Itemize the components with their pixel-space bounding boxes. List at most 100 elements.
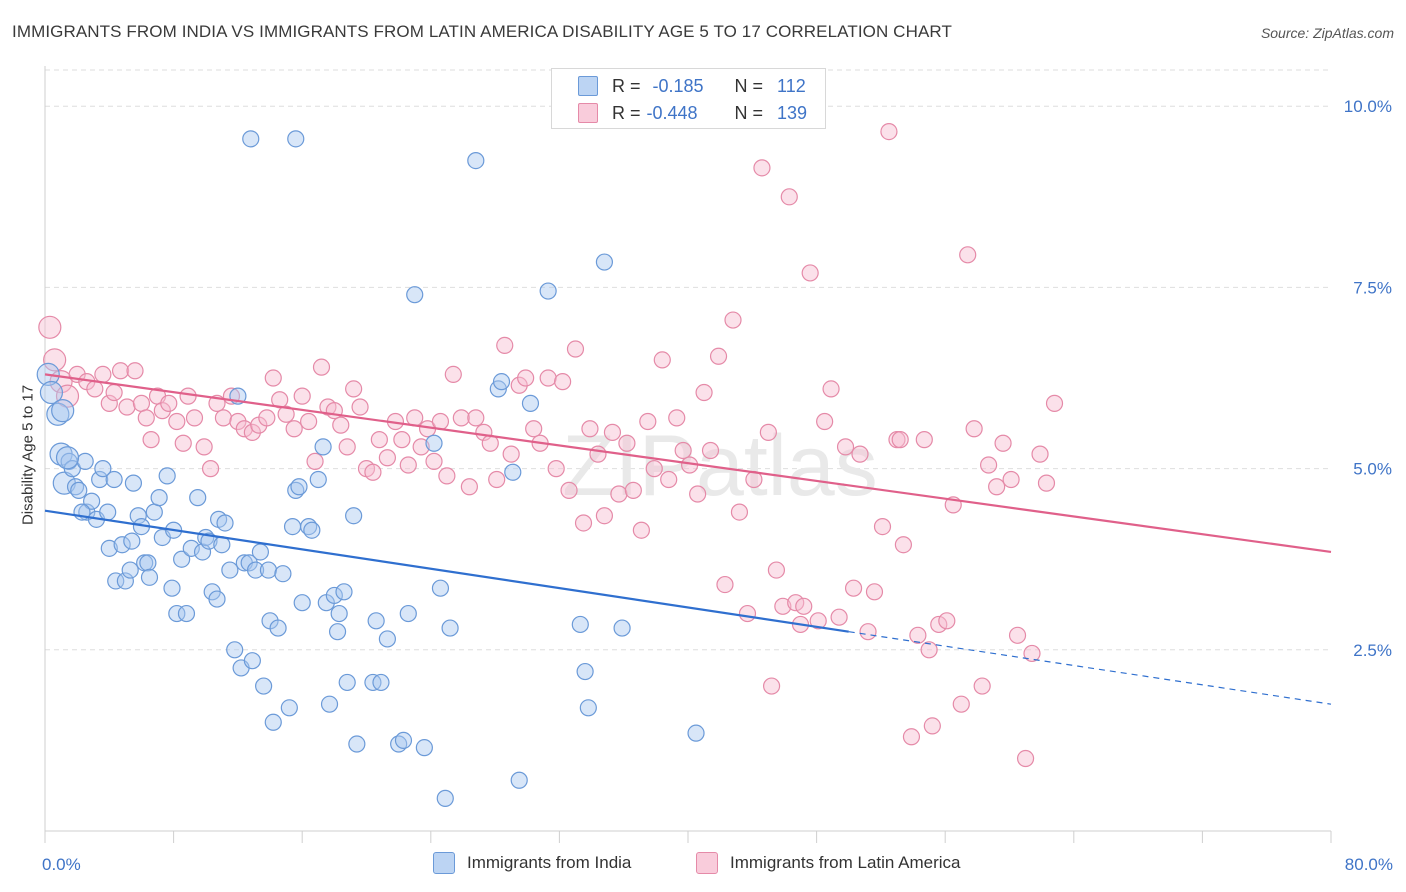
india-point-67	[293, 594, 311, 612]
india-n-value: 112	[777, 75, 806, 96]
legend-row-latin: R = -0.448 N = 139	[552, 100, 807, 126]
latin-point-38	[300, 412, 318, 431]
latin-point-48	[364, 463, 382, 481]
latin-point-95	[695, 383, 713, 402]
latin-point-131	[952, 695, 970, 713]
india-point-102	[576, 662, 594, 681]
tick-labels: 2.5% 5.0% 7.5% 10.0% 0.0% 80.0%	[42, 97, 1393, 874]
latin-point-106	[774, 597, 792, 615]
latin-point-141	[1023, 644, 1041, 663]
latin-point-75	[554, 373, 572, 391]
india-point-88	[406, 286, 424, 304]
latin-point-115	[836, 438, 855, 456]
latin-point-120	[873, 517, 892, 536]
latin-point-110	[801, 264, 819, 282]
latin-point-21	[179, 387, 197, 405]
latin-point-126	[915, 431, 933, 449]
latin-point-148	[762, 677, 781, 695]
latin-point-133	[965, 420, 983, 438]
latin-point-117	[851, 445, 869, 463]
india-point-38	[182, 539, 200, 557]
latin-point-53	[399, 456, 417, 474]
india-swatch	[578, 76, 598, 96]
latin-america-points	[38, 123, 1064, 768]
latin-point-46	[351, 398, 369, 416]
legend-row-india: R = -0.185 N = 112	[552, 73, 806, 99]
india-point-27	[139, 554, 157, 572]
india-point-62	[274, 565, 292, 583]
latin-point-44	[338, 438, 356, 456]
latin-point-111	[809, 612, 827, 630]
latin-point-125	[909, 626, 927, 644]
india-point-64	[283, 517, 302, 536]
latin-point-146	[891, 431, 909, 449]
y-tick-label-3: 10.0%	[1344, 97, 1392, 116]
india-point-63	[280, 699, 298, 717]
latin-r-value: -0.448	[646, 102, 698, 123]
latin-point-140	[1016, 749, 1035, 768]
latin-point-0	[38, 315, 62, 339]
latin-point-100	[730, 503, 749, 521]
chart-title: IMMIGRANTS FROM INDIA VS IMMIGRANTS FROM…	[12, 22, 952, 41]
latin-point-70	[517, 369, 535, 387]
latin-point-121	[880, 123, 898, 141]
latin-point-22	[185, 409, 204, 427]
axes	[44, 66, 1332, 843]
legend-item-latin: Immigrants from Latin America	[696, 852, 961, 874]
latin-point-13	[132, 394, 151, 412]
india-trend-extension	[848, 631, 1332, 705]
india-point-107	[242, 130, 260, 148]
latin-point-101	[738, 604, 757, 623]
latin-point-59	[438, 467, 456, 485]
india-point-39	[189, 489, 207, 507]
india-point-14	[94, 460, 112, 478]
india-point-13	[91, 470, 109, 489]
latin-point-63	[467, 409, 485, 427]
india-point-108	[287, 130, 305, 148]
latin-point-85	[624, 481, 642, 499]
y-tick-label-1: 5.0%	[1353, 460, 1392, 479]
india-point-93	[441, 619, 459, 637]
latin-point-36	[285, 420, 303, 438]
latin-point-143	[1037, 474, 1056, 492]
latin-point-54	[406, 409, 424, 427]
india-point-56	[251, 543, 270, 561]
latin-point-15	[142, 431, 160, 449]
india-point-22	[123, 532, 141, 550]
latin-point-18	[160, 394, 178, 412]
latin-point-86	[632, 521, 650, 539]
latin-point-137	[994, 434, 1012, 452]
india-point-90	[425, 434, 443, 452]
latin-point-129	[938, 612, 956, 630]
latin-point-68	[502, 445, 520, 463]
latin-point-19	[168, 412, 186, 431]
india-point-74	[325, 586, 343, 605]
india-point-87	[399, 604, 417, 623]
legend-item-india: Immigrants from India	[433, 852, 631, 874]
latin-point-1	[43, 348, 67, 372]
latin-point-116	[844, 579, 863, 597]
latin-point-24	[201, 460, 220, 478]
india-point-70	[309, 470, 327, 489]
india-point-16	[100, 539, 118, 557]
latin-point-98	[716, 575, 734, 594]
india-point-105	[613, 619, 631, 637]
latin-point-103	[753, 159, 771, 177]
india-point-40	[193, 543, 212, 561]
latin-legend-swatch	[696, 852, 718, 874]
india-point-103	[579, 699, 597, 717]
latin-point-57	[425, 452, 443, 470]
latin-point-79	[581, 420, 599, 438]
india-point-58	[259, 561, 278, 579]
india-point-99	[521, 394, 540, 412]
latin-point-8	[100, 394, 118, 412]
india-point-20	[116, 572, 134, 590]
latin-point-107	[780, 188, 798, 206]
trend-lines	[44, 373, 1332, 705]
india-point-28	[140, 568, 159, 586]
latin-point-114	[830, 608, 848, 626]
india-point-73	[320, 695, 339, 713]
india-point-11	[83, 492, 101, 510]
india-trend-line	[44, 509, 849, 633]
india-point-17	[105, 470, 123, 489]
